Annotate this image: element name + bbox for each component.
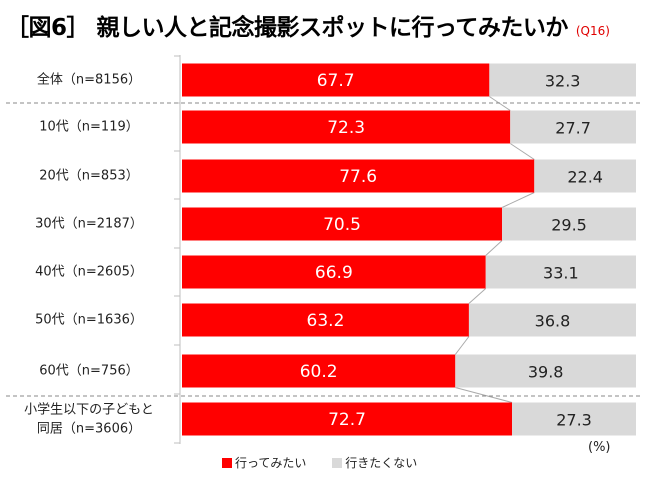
category-label: 小学生以下の子どもと — [24, 402, 154, 418]
question-note: (Q16) — [575, 24, 610, 38]
legend-item-series-b: 行きたくない — [332, 456, 417, 470]
bar-series-a — [182, 354, 456, 388]
value-label-series-b: 22.4 — [567, 168, 603, 187]
legend-label-series-a: 行ってみたい — [235, 456, 307, 470]
value-label-series-a: 60.2 — [300, 362, 338, 382]
bar-series-a — [182, 207, 503, 241]
legend-label-series-b: 行きたくない — [345, 456, 418, 470]
bar-series-b — [468, 303, 636, 337]
category-label: 50代（n=1636） — [35, 313, 143, 328]
bar-series-b — [485, 255, 636, 289]
bar-series-b — [502, 207, 636, 241]
value-label-series-b: 39.8 — [528, 363, 564, 382]
bar-series-b — [534, 159, 636, 193]
bar-series-a — [182, 255, 486, 289]
value-label-series-b: 36.8 — [535, 312, 571, 331]
chart-title: ［図6］ 親しい人と記念撮影スポットに行ってみたいか — [6, 15, 568, 41]
value-label-series-b: 32.3 — [545, 72, 581, 91]
bar-series-a — [182, 63, 490, 97]
legend-item-series-a: 行ってみたい — [222, 456, 306, 470]
connector-line — [455, 387, 513, 403]
value-label-series-a: 72.3 — [327, 118, 365, 138]
value-label-series-a: 63.2 — [307, 311, 345, 331]
value-label-series-a: 77.6 — [339, 167, 377, 187]
category-label: 40代（n=2605） — [35, 265, 143, 280]
connector-line — [509, 143, 535, 160]
value-label-series-b: 27.3 — [556, 411, 592, 430]
bar-series-a — [182, 159, 535, 193]
value-label-series-b: 33.1 — [543, 264, 579, 283]
category-label: 同居（n=3606） — [37, 422, 141, 437]
connector-line — [454, 336, 470, 355]
bar-series-a — [182, 402, 513, 436]
value-label-series-a: 66.9 — [315, 263, 353, 283]
connector-line — [485, 240, 503, 256]
category-label: 全体（n=8156） — [37, 72, 141, 88]
value-label-series-a: 72.7 — [328, 410, 366, 430]
value-label-series-b: 29.5 — [551, 216, 587, 235]
category-label: 30代（n=2187） — [35, 217, 143, 232]
connector-line — [501, 192, 535, 208]
chart-title-block: ［図6］ 親しい人と記念撮影スポットに行ってみたいか (Q16) — [6, 8, 610, 48]
unit-label: (%) — [588, 440, 611, 455]
category-label: 20代（n=853） — [39, 169, 139, 184]
category-label: 60代（n=756） — [39, 364, 139, 379]
legend-swatch-series-a — [222, 458, 232, 468]
connector-line — [468, 288, 487, 304]
bar-series-b — [455, 354, 636, 388]
legend-swatch-series-b — [332, 458, 343, 468]
bar-series-a — [182, 110, 511, 144]
bar-series-b — [512, 402, 636, 436]
value-label-series-b: 27.7 — [555, 119, 591, 138]
value-label-series-a: 70.5 — [323, 215, 361, 235]
bar-series-b — [510, 110, 636, 144]
bar-series-a — [182, 303, 469, 337]
category-label: 10代（n=119） — [39, 120, 139, 135]
value-label-series-a: 67.7 — [317, 71, 355, 91]
legend: 行ってみたい 行きたくない — [222, 454, 439, 471]
bar-series-b — [489, 63, 636, 97]
